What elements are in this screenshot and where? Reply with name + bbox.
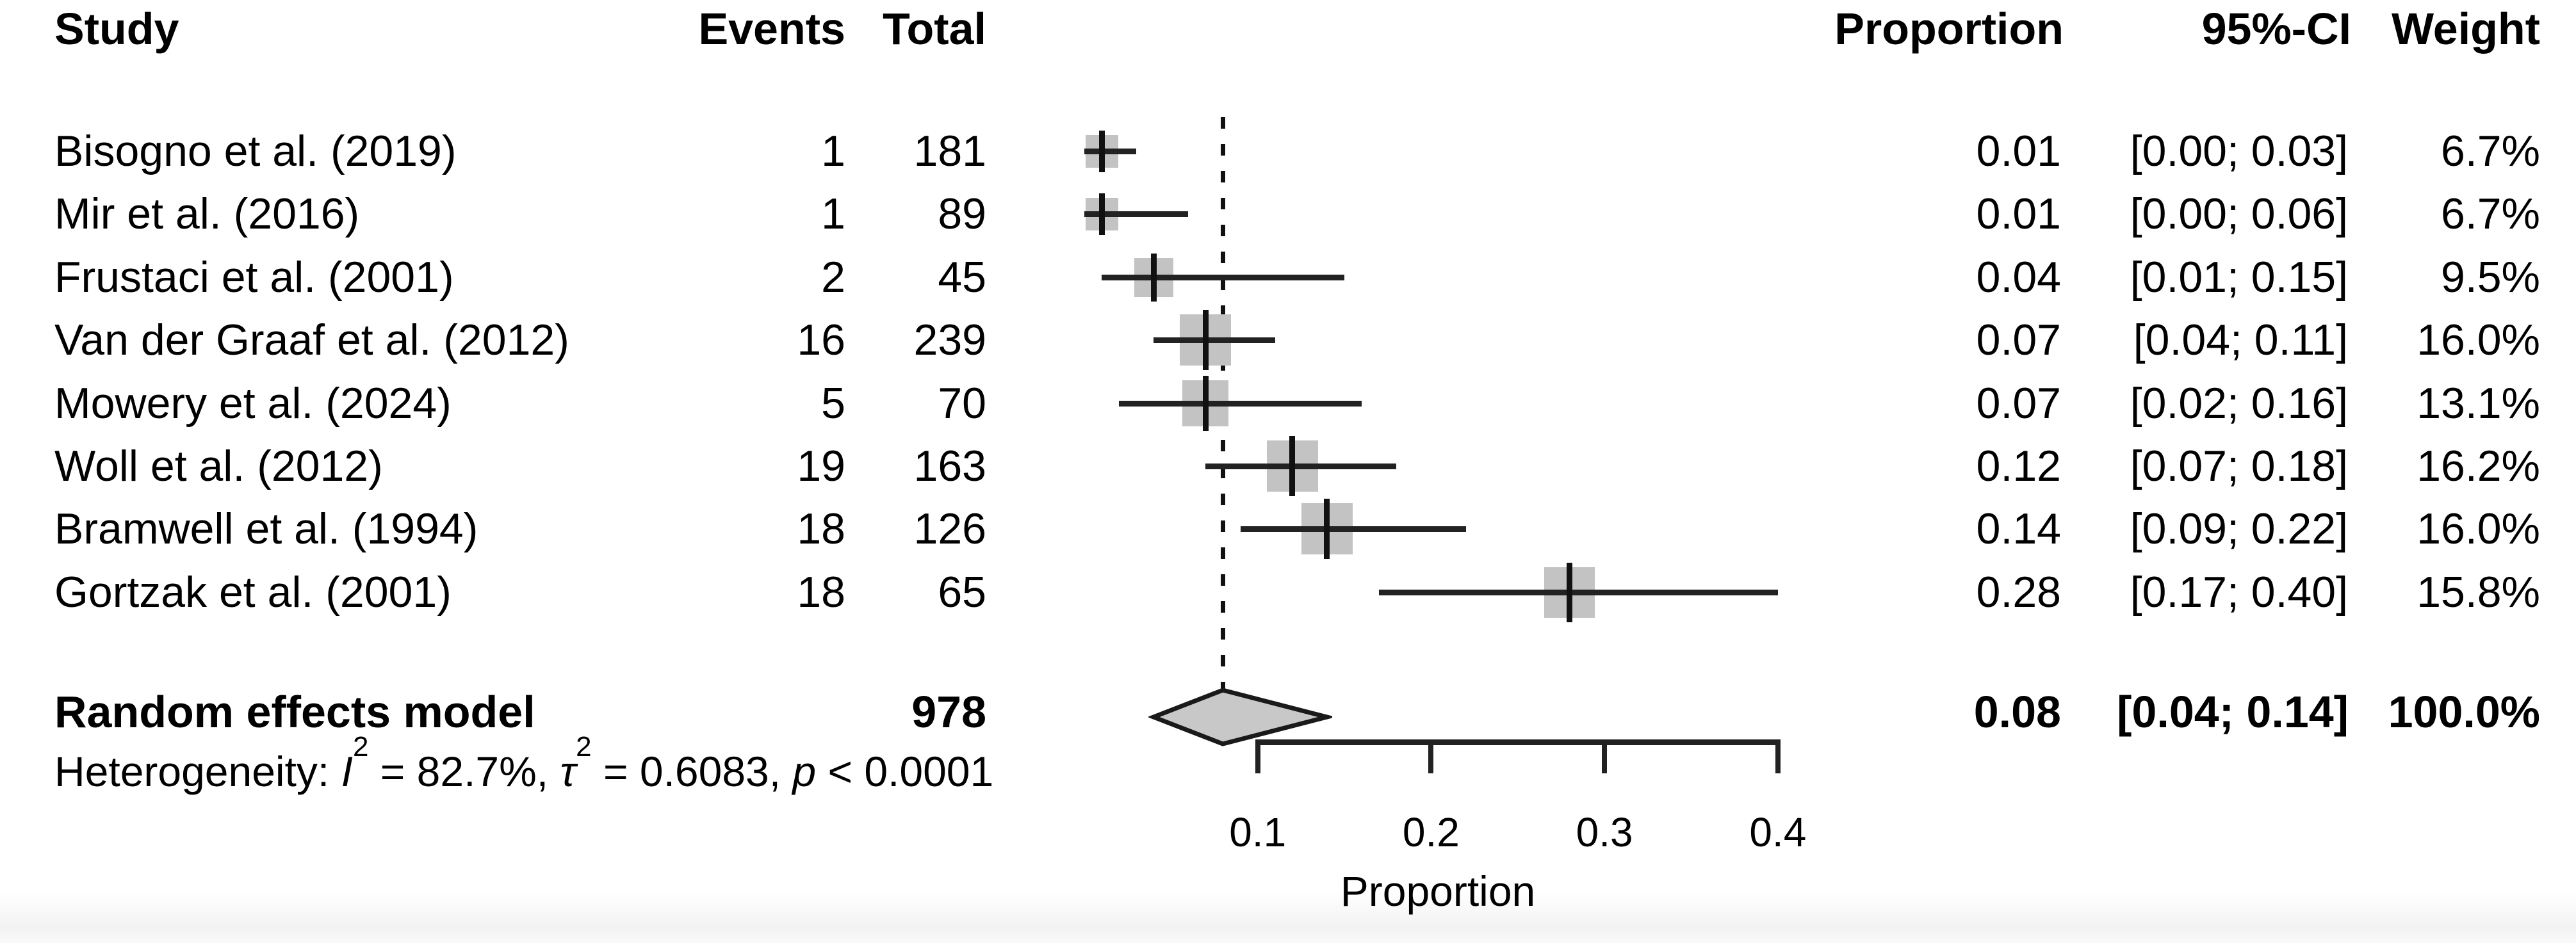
events-value: 5 [821,379,845,428]
axis-tick-label: 0.2 [1402,809,1460,855]
events-value: 19 [797,442,845,490]
summary-diamond-shape [1148,688,1332,746]
proportion-value: 0.07 [1976,316,2061,364]
i-squared-sup: 2 [352,730,369,762]
col-header-events: Events [698,4,845,54]
study-name: Mowery et al. (2024) [54,379,452,428]
col-header-study: Study [54,4,179,54]
summary-diamond [1148,688,1332,746]
col-header-ci: 95%-CI [2201,4,2351,54]
col-header-proportion: Proportion [1834,4,2064,54]
i-squared-value: = 82.7%, [368,748,560,795]
weight-value: 16.2% [2417,442,2540,490]
ci-value: [0.04; 0.11] [2133,316,2348,364]
total-value: 65 [938,568,986,617]
ci-whisker [1084,148,1137,154]
total-value: 89 [938,189,986,238]
axis-tick [1602,739,1608,773]
tau-squared-value: = 0.6083, [591,748,793,795]
summary-proportion: 0.08 [1973,687,2061,737]
effect-tick [1202,310,1209,370]
axis-tick [1775,739,1781,773]
events-value: 18 [797,568,845,617]
study-name: Frustaci et al. (2001) [54,253,454,302]
axis-tick [1428,739,1434,773]
weight-value: 6.7% [2441,127,2540,175]
ci-value: [0.07; 0.18] [2130,442,2348,490]
ci-whisker [1119,400,1362,407]
tau-squared-symbol: τ [560,748,576,795]
total-value: 239 [913,316,986,364]
effect-tick [1150,253,1157,302]
events-value: 1 [821,189,845,238]
events-value: 1 [821,127,845,175]
study-name: Van der Graaf et al. (2012) [54,316,569,364]
proportion-value: 0.01 [1976,189,2061,238]
summary-ci: [0.04; 0.14] [2117,687,2349,737]
total-value: 181 [913,127,986,175]
weight-value: 15.8% [2417,568,2540,617]
x-axis-line [1255,739,1781,745]
ci-value: [0.02; 0.16] [2130,379,2348,428]
ci-value: [0.17; 0.40] [2130,568,2348,617]
study-name: Mir et al. (2016) [54,189,360,238]
ci-whisker [1102,274,1345,280]
effect-tick [1098,130,1105,172]
summary-label: Random effects model [54,687,535,737]
ci-whisker [1240,526,1466,532]
heterogeneity-text: Heterogeneity: I2 = 82.7%, τ2 = 0.6083, … [54,732,994,795]
weight-value: 9.5% [2441,253,2540,302]
axis-tick [1255,739,1260,773]
effect-tick [1202,376,1209,431]
ci-whisker [1084,211,1189,217]
proportion-value: 0.12 [1976,442,2061,490]
weight-value: 13.1% [2417,379,2540,428]
tau-squared-sup: 2 [576,730,592,762]
summary-weight: 100.0% [2388,687,2540,737]
p-symbol: p [792,748,817,795]
events-value: 2 [821,253,845,302]
total-value: 126 [913,504,986,553]
events-value: 18 [797,504,845,553]
ci-value: [0.09; 0.22] [2130,504,2348,553]
effect-tick [1289,436,1296,496]
total-value: 70 [938,379,986,428]
total-value: 163 [913,442,986,490]
p-value: < 0.0001 [816,748,994,795]
effect-tick [1098,193,1105,235]
events-value: 16 [797,316,845,364]
ci-whisker [1379,589,1778,595]
heterogeneity-prefix: Heterogeneity: [54,748,341,795]
study-name: Gortzak et al. (2001) [54,568,452,617]
proportion-value: 0.28 [1976,568,2061,617]
i-squared-symbol: I [341,748,353,795]
effect-tick [1324,499,1330,559]
col-header-weight: Weight [2391,4,2540,54]
weight-value: 16.0% [2417,316,2540,364]
study-name: Woll et al. (2012) [54,442,383,490]
ci-whisker [1205,463,1397,469]
ci-value: [0.00; 0.06] [2130,189,2348,238]
ci-whisker [1153,337,1275,343]
axis-tick-label: 0.4 [1749,809,1807,855]
col-header-total: Total [882,4,986,54]
weight-value: 16.0% [2417,504,2540,553]
axis-tick-label: 0.1 [1229,809,1287,855]
ci-value: [0.00; 0.03] [2130,127,2348,175]
proportion-value: 0.14 [1976,504,2061,553]
x-axis-label: Proportion [1340,867,1536,915]
weight-value: 6.7% [2441,189,2540,238]
proportion-value: 0.07 [1976,379,2061,428]
proportion-value: 0.01 [1976,127,2061,175]
summary-total: 978 [911,687,986,737]
study-name: Bramwell et al. (1994) [54,504,478,553]
proportion-value: 0.04 [1976,253,2061,302]
bottom-fade [0,892,2576,943]
axis-tick-label: 0.3 [1576,809,1633,855]
effect-tick [1567,562,1573,622]
ci-value: [0.01; 0.15] [2130,253,2348,302]
study-name: Bisogno et al. (2019) [54,127,457,175]
total-value: 45 [938,253,986,302]
